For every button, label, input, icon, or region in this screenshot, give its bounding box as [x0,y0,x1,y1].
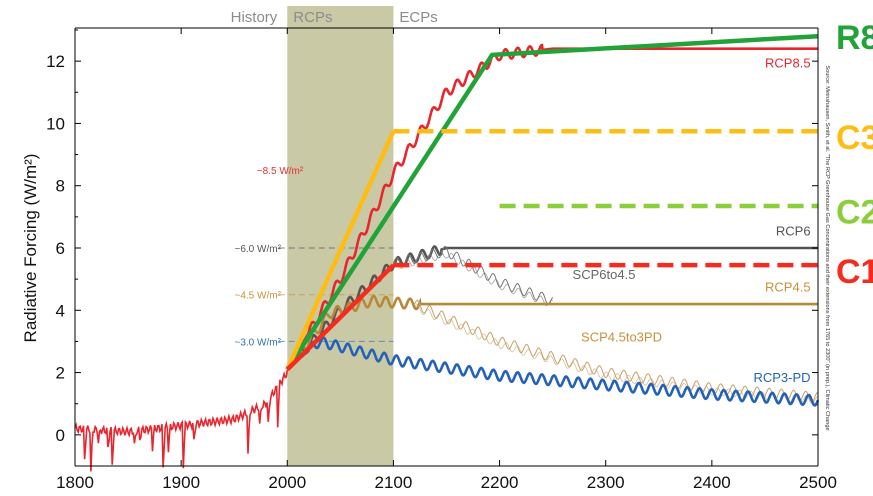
period-label-history: History [231,9,278,26]
c3-line [285,130,396,371]
x-tick-label: 1800 [56,473,94,492]
scenario-label-c2: C2 [836,194,873,232]
period-label-rcps: RCPs [293,9,332,26]
x-tick-label: 2500 [799,473,837,492]
r8-line [285,33,819,371]
y-tick-label: 4 [56,301,65,320]
series-label: RCP3-PD [753,370,810,385]
level-marker-label: ~4.5 W/m² [235,291,282,302]
series-lines [74,33,820,472]
x-tick-label: 2000 [268,473,306,492]
y-tick-label: 0 [56,426,65,445]
level-marker-label: ~8.5 W/m² [257,166,304,177]
c1-line [285,263,395,372]
period-label-ecps: ECPs [399,9,437,26]
x-tick-label: 2100 [375,473,413,492]
x-tick-label: 1900 [162,473,200,492]
y-tick-label: 6 [56,239,65,258]
y-tick-label: 2 [56,364,65,383]
rcp3-pd-line [286,336,820,407]
series-label: RCP4.5 [765,280,811,295]
series-label: SCP6to4.5 [573,267,636,282]
y-tick-label: 12 [46,52,65,71]
scp6to4-5-line [392,246,554,305]
series-label: SCP4.5to3PD [581,329,662,344]
level-marker-label: ~3.0 W/m² [235,337,282,348]
scenario-label-c3: C3 [836,119,873,157]
y-axis-label: Radiative Forcing (W/m²) [21,154,40,343]
scp4-5to3pd-line [414,299,818,403]
scenario-label-c1: C1 [836,253,873,291]
y-tick-label: 8 [56,177,65,196]
period-band-rcps [287,6,394,466]
period-bands [287,6,394,466]
rcp8-5-line [286,43,818,371]
chart-labels: History RCPs ECPs ~8.5 W/m² ~6.0 W/m² ~4.5 W/… [231,9,873,431]
level-marker-label: ~6.0 W/m² [235,244,282,255]
scenario-label-r8: R8 [836,19,873,57]
rcp4-5-line [286,294,818,371]
rcp6-line [286,245,818,371]
x-tick-label: 2300 [587,473,625,492]
series-label: RCP8.5 [765,55,811,70]
y-tick-label: 10 [46,114,65,133]
historical-forcing-line [74,369,289,472]
x-tick-label: 2400 [693,473,731,492]
series-label: RCP6 [776,224,811,239]
x-tick-label: 2200 [481,473,519,492]
axes: 1800 1900 2000 2100 2200 2300 2400 2500 0 2 4 6 8 10 1… [21,27,837,492]
source-note: Source: Meinshausen, Smith, et al. "The … [824,65,830,430]
scp4-5to3pd-line-echo [414,304,819,405]
level-guides [278,247,394,342]
